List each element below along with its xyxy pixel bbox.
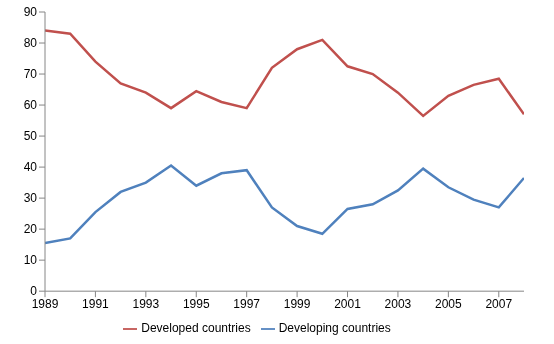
svg-text:1995: 1995: [183, 297, 210, 311]
svg-text:90: 90: [24, 5, 38, 19]
svg-text:1993: 1993: [132, 297, 159, 311]
svg-text:80: 80: [24, 36, 38, 50]
svg-text:2003: 2003: [385, 297, 412, 311]
svg-text:2005: 2005: [435, 297, 462, 311]
svg-text:0: 0: [30, 284, 37, 298]
svg-text:1997: 1997: [233, 297, 260, 311]
svg-text:10: 10: [24, 253, 38, 267]
svg-text:20: 20: [24, 222, 38, 236]
svg-text:50: 50: [24, 129, 38, 143]
svg-text:40: 40: [24, 160, 38, 174]
svg-text:1999: 1999: [284, 297, 311, 311]
svg-text:1991: 1991: [82, 297, 109, 311]
html-text:Developing countries: Developing countries: [278, 321, 391, 336]
html-text:Developed countries: Developed countries: [141, 321, 251, 336]
svg-text:1989: 1989: [32, 297, 59, 311]
svg-text:2001: 2001: [334, 297, 361, 311]
svg-text:30: 30: [24, 191, 38, 205]
svg-text:2007: 2007: [485, 297, 512, 311]
svg-text:60: 60: [24, 98, 38, 112]
svg-text:70: 70: [24, 67, 38, 81]
